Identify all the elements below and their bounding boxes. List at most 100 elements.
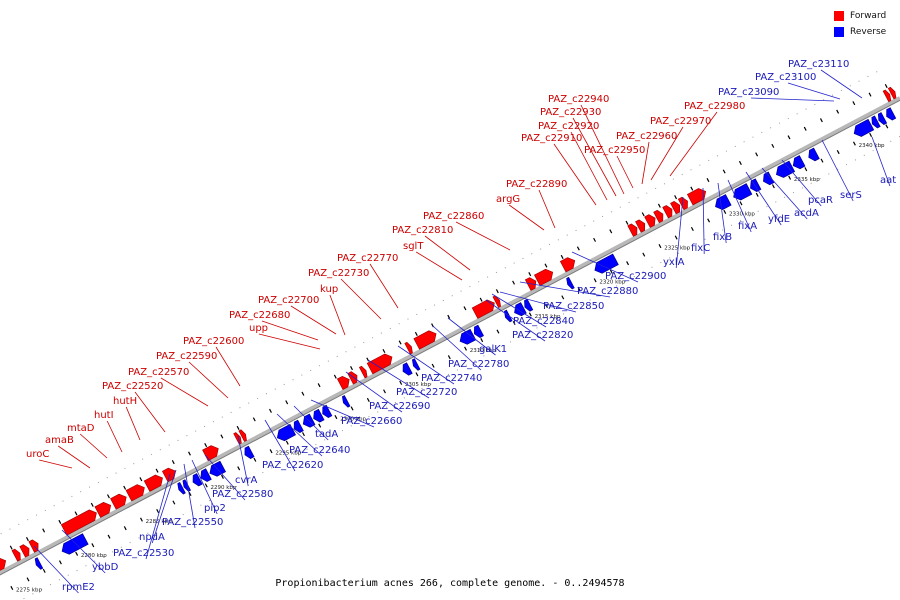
legend-forward: Forward — [834, 8, 892, 24]
forward-tick — [171, 460, 175, 465]
reverse-tick — [820, 158, 824, 163]
reverse-tick — [415, 372, 419, 377]
reverse-gene-arrow — [411, 358, 421, 371]
reverse-tick — [75, 551, 79, 556]
reverse-gene-label: yxlA — [663, 257, 685, 268]
forward-tick — [333, 374, 337, 379]
reverse-leader-line — [491, 293, 547, 328]
forward-gene-label: PAZ_c22680 — [229, 310, 290, 321]
reverse-tick — [496, 329, 500, 334]
forward-tick — [706, 178, 710, 183]
forward-gene-arrow — [559, 257, 576, 273]
reverse-leader-line — [727, 179, 752, 233]
forward-tick — [74, 511, 78, 516]
reverse-leader-line — [820, 69, 863, 99]
reverse-gene-label: yfdE — [768, 214, 790, 225]
reverse-gene-arrow — [514, 302, 527, 317]
reverse-tick — [577, 286, 581, 291]
forward-tick — [771, 143, 775, 148]
forward-tick — [463, 306, 467, 311]
reverse-gene-label: fixB — [713, 232, 732, 243]
reverse-tick — [545, 303, 549, 308]
reverse-gene-arrow — [459, 328, 477, 345]
forward-gene-arrow — [533, 268, 554, 287]
reverse-gene-arrow — [200, 468, 212, 482]
backbone-shadow — [0, 99, 900, 576]
forward-gene-arrow — [882, 89, 892, 103]
reverse-tick — [593, 278, 597, 283]
reverse-tick — [464, 346, 467, 351]
forward-gene-arrow — [413, 330, 437, 350]
scale-label: 2340 kbp — [859, 143, 885, 149]
reverse-leader-line — [145, 473, 171, 560]
forward-tick — [301, 391, 305, 396]
scale-label: 2300 kbp — [340, 416, 366, 422]
forward-leader-line — [340, 278, 382, 320]
reverse-leader-line — [702, 187, 705, 255]
forward-gene-arrow — [635, 219, 646, 233]
reverse-gene-label: aat — [880, 175, 896, 186]
forward-gene-label: argG — [496, 194, 520, 205]
forward-leader-line — [415, 251, 463, 281]
reverse-leader-line — [264, 419, 296, 472]
reverse-gene-label: cvrA — [235, 475, 258, 486]
forward-tick — [609, 229, 613, 234]
reverse-gene-label: ybbD — [92, 562, 119, 573]
forward-leader-line — [570, 131, 608, 201]
reverse-tick — [204, 483, 208, 488]
forward-gene-arrow — [627, 223, 638, 237]
reverse-tick — [836, 150, 840, 155]
reverse-gene-label: fixC — [691, 243, 710, 254]
reverse-tick — [885, 124, 889, 129]
forward-gene-arrow — [0, 557, 7, 577]
reverse-leader-line — [750, 97, 835, 102]
forward-leader-line — [616, 155, 634, 189]
forward-gene-label: PAZ_c22950 — [584, 145, 645, 156]
forward-tick — [220, 434, 224, 439]
reverse-gene-arrow — [302, 413, 316, 428]
forward-tick — [317, 383, 321, 388]
forward-tick — [625, 220, 629, 225]
reverse-gene-arrow — [341, 395, 351, 408]
forward-gene-label: sglT — [403, 241, 424, 252]
reverse-gene-arrow — [853, 118, 875, 137]
forward-gene-label: PAZ_c22970 — [650, 116, 711, 127]
reverse-leader-line — [33, 545, 79, 594]
reverse-gene-arrow — [313, 408, 325, 423]
reverse-gene-label: PAZ_c22850 — [543, 301, 604, 312]
reverse-gene-arrow — [182, 479, 192, 492]
forward-gene-arrow — [28, 539, 39, 553]
forward-leader-line — [79, 433, 108, 459]
forward-tick — [382, 348, 386, 354]
reverse-gene-arrow — [61, 533, 89, 555]
forward-tick — [350, 366, 353, 371]
forward-gene-arrow — [143, 474, 163, 492]
forward-leader-line — [125, 406, 141, 441]
scale-label: 2320 kbp — [599, 280, 625, 286]
forward-gene-arrow — [19, 544, 30, 558]
reverse-tick — [723, 209, 727, 214]
reverse-leader-line — [310, 399, 375, 428]
reverse-gene-arrow — [192, 473, 203, 487]
forward-tick — [188, 451, 191, 456]
reverse-gene-arrow — [34, 557, 44, 570]
reverse-gene-label: PAZ_c23100 — [755, 72, 816, 83]
forward-tick — [560, 254, 564, 260]
forward-gene-arrow — [644, 214, 656, 228]
forward-gene-label: upp — [249, 323, 268, 334]
reverse-tick — [123, 526, 127, 531]
reverse-gene-arrow — [808, 147, 820, 162]
forward-leader-line — [650, 126, 684, 181]
forward-tick — [106, 494, 110, 499]
forward-tick — [819, 118, 823, 123]
forward-gene-arrow — [94, 501, 112, 518]
reverse-tick — [334, 414, 338, 420]
reverse-gene-label: PAZ_c22880 — [577, 286, 638, 297]
reverse-leader-line — [293, 405, 329, 441]
reverse-tick — [318, 423, 322, 428]
forward-gene-arrow — [366, 353, 393, 375]
reverse-gene-arrow — [733, 183, 753, 201]
reverse-tick — [869, 132, 873, 138]
forward-guide-line — [0, 67, 885, 535]
